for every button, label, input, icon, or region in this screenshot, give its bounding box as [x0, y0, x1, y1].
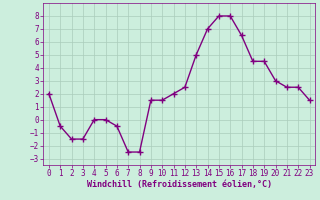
X-axis label: Windchill (Refroidissement éolien,°C): Windchill (Refroidissement éolien,°C)	[87, 180, 272, 189]
